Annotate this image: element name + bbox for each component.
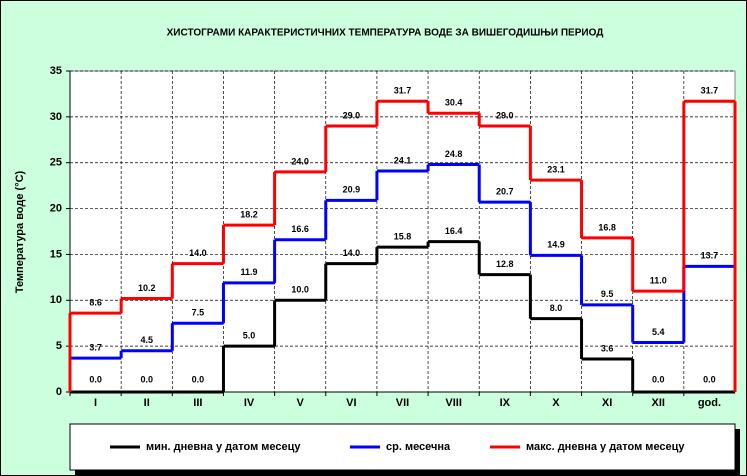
value-label: 11.9 xyxy=(241,267,258,277)
value-label: 15.8 xyxy=(394,231,412,241)
value-label: 11.0 xyxy=(650,275,667,285)
y-tick-label: 25 xyxy=(50,157,62,169)
x-tick-label: III xyxy=(193,397,202,409)
value-label: 24.0 xyxy=(291,156,309,166)
y-tick-label: 20 xyxy=(50,202,62,214)
y-tick-label: 5 xyxy=(56,340,62,352)
value-label: 3.7 xyxy=(89,342,102,352)
x-tick-label: god. xyxy=(698,397,721,409)
value-label: 7.5 xyxy=(192,308,205,318)
x-tick-label: VI xyxy=(346,397,356,409)
value-label: 24.8 xyxy=(445,149,463,159)
value-label: 8.0 xyxy=(550,303,563,313)
value-label: 29.0 xyxy=(496,110,514,120)
value-label: 30.4 xyxy=(445,98,463,108)
legend-label: ср. месечна xyxy=(386,441,451,453)
y-tick-label: 10 xyxy=(50,294,62,306)
value-label: 9.5 xyxy=(601,289,614,299)
value-label: 16.4 xyxy=(445,226,463,236)
value-label: 0.0 xyxy=(703,374,716,384)
value-label: 16.6 xyxy=(291,224,309,234)
x-tick-label: II xyxy=(144,397,150,409)
value-label: 16.8 xyxy=(598,222,616,232)
value-label: 0.0 xyxy=(89,374,102,384)
value-label: 31.7 xyxy=(701,86,719,96)
x-tick-label: VII xyxy=(396,397,409,409)
value-label: 4.5 xyxy=(140,335,153,345)
value-label: 13.7 xyxy=(701,251,719,261)
value-label: 0.0 xyxy=(652,374,665,384)
value-label: 10.0 xyxy=(291,285,309,295)
value-label: 31.7 xyxy=(394,86,412,96)
value-label: 29.0 xyxy=(343,110,361,120)
y-tick-label: 35 xyxy=(50,65,62,77)
value-label: 24.1 xyxy=(394,155,412,165)
x-tick-label: I xyxy=(94,397,97,409)
value-label: 14.9 xyxy=(547,240,565,250)
x-tick-label: VIII xyxy=(445,397,462,409)
value-label: 14.0 xyxy=(189,248,207,258)
x-tick-label: XII xyxy=(652,397,665,409)
value-label: 3.6 xyxy=(601,343,614,353)
x-tick-label: IX xyxy=(500,397,511,409)
legend xyxy=(69,423,736,471)
x-tick-label: XI xyxy=(602,397,612,409)
value-label: 20.7 xyxy=(496,187,514,197)
plot-area xyxy=(69,70,736,393)
x-tick-label: X xyxy=(552,397,560,409)
value-label: 5.4 xyxy=(652,327,665,337)
y-tick-label: 15 xyxy=(50,248,62,260)
value-label: 10.2 xyxy=(138,283,156,293)
x-tick-label: IV xyxy=(244,397,255,409)
y-axis-label: Температура воде (°C) xyxy=(14,170,26,293)
y-tick-label: 30 xyxy=(50,111,62,123)
value-label: 0.0 xyxy=(140,374,153,384)
value-label: 5.0 xyxy=(243,331,256,341)
value-label: 12.8 xyxy=(496,259,514,269)
value-label: 14.0 xyxy=(343,248,361,258)
y-tick-label: 0 xyxy=(56,386,62,398)
x-tick-label: V xyxy=(297,397,305,409)
value-label: 23.1 xyxy=(547,165,565,175)
value-label: 20.9 xyxy=(343,185,361,195)
value-label: 8.6 xyxy=(89,298,102,308)
legend-label: мин. дневна у датом месецу xyxy=(146,441,301,453)
value-label: 18.2 xyxy=(240,209,258,219)
value-label: 0.0 xyxy=(192,374,205,384)
chart-title: ХИСТОГРАМИ КАРАКТЕРИСТИЧНИХ ТЕМПЕРАТУРА … xyxy=(167,28,604,39)
legend-label: макс. дневна у датом месецу xyxy=(526,441,685,453)
